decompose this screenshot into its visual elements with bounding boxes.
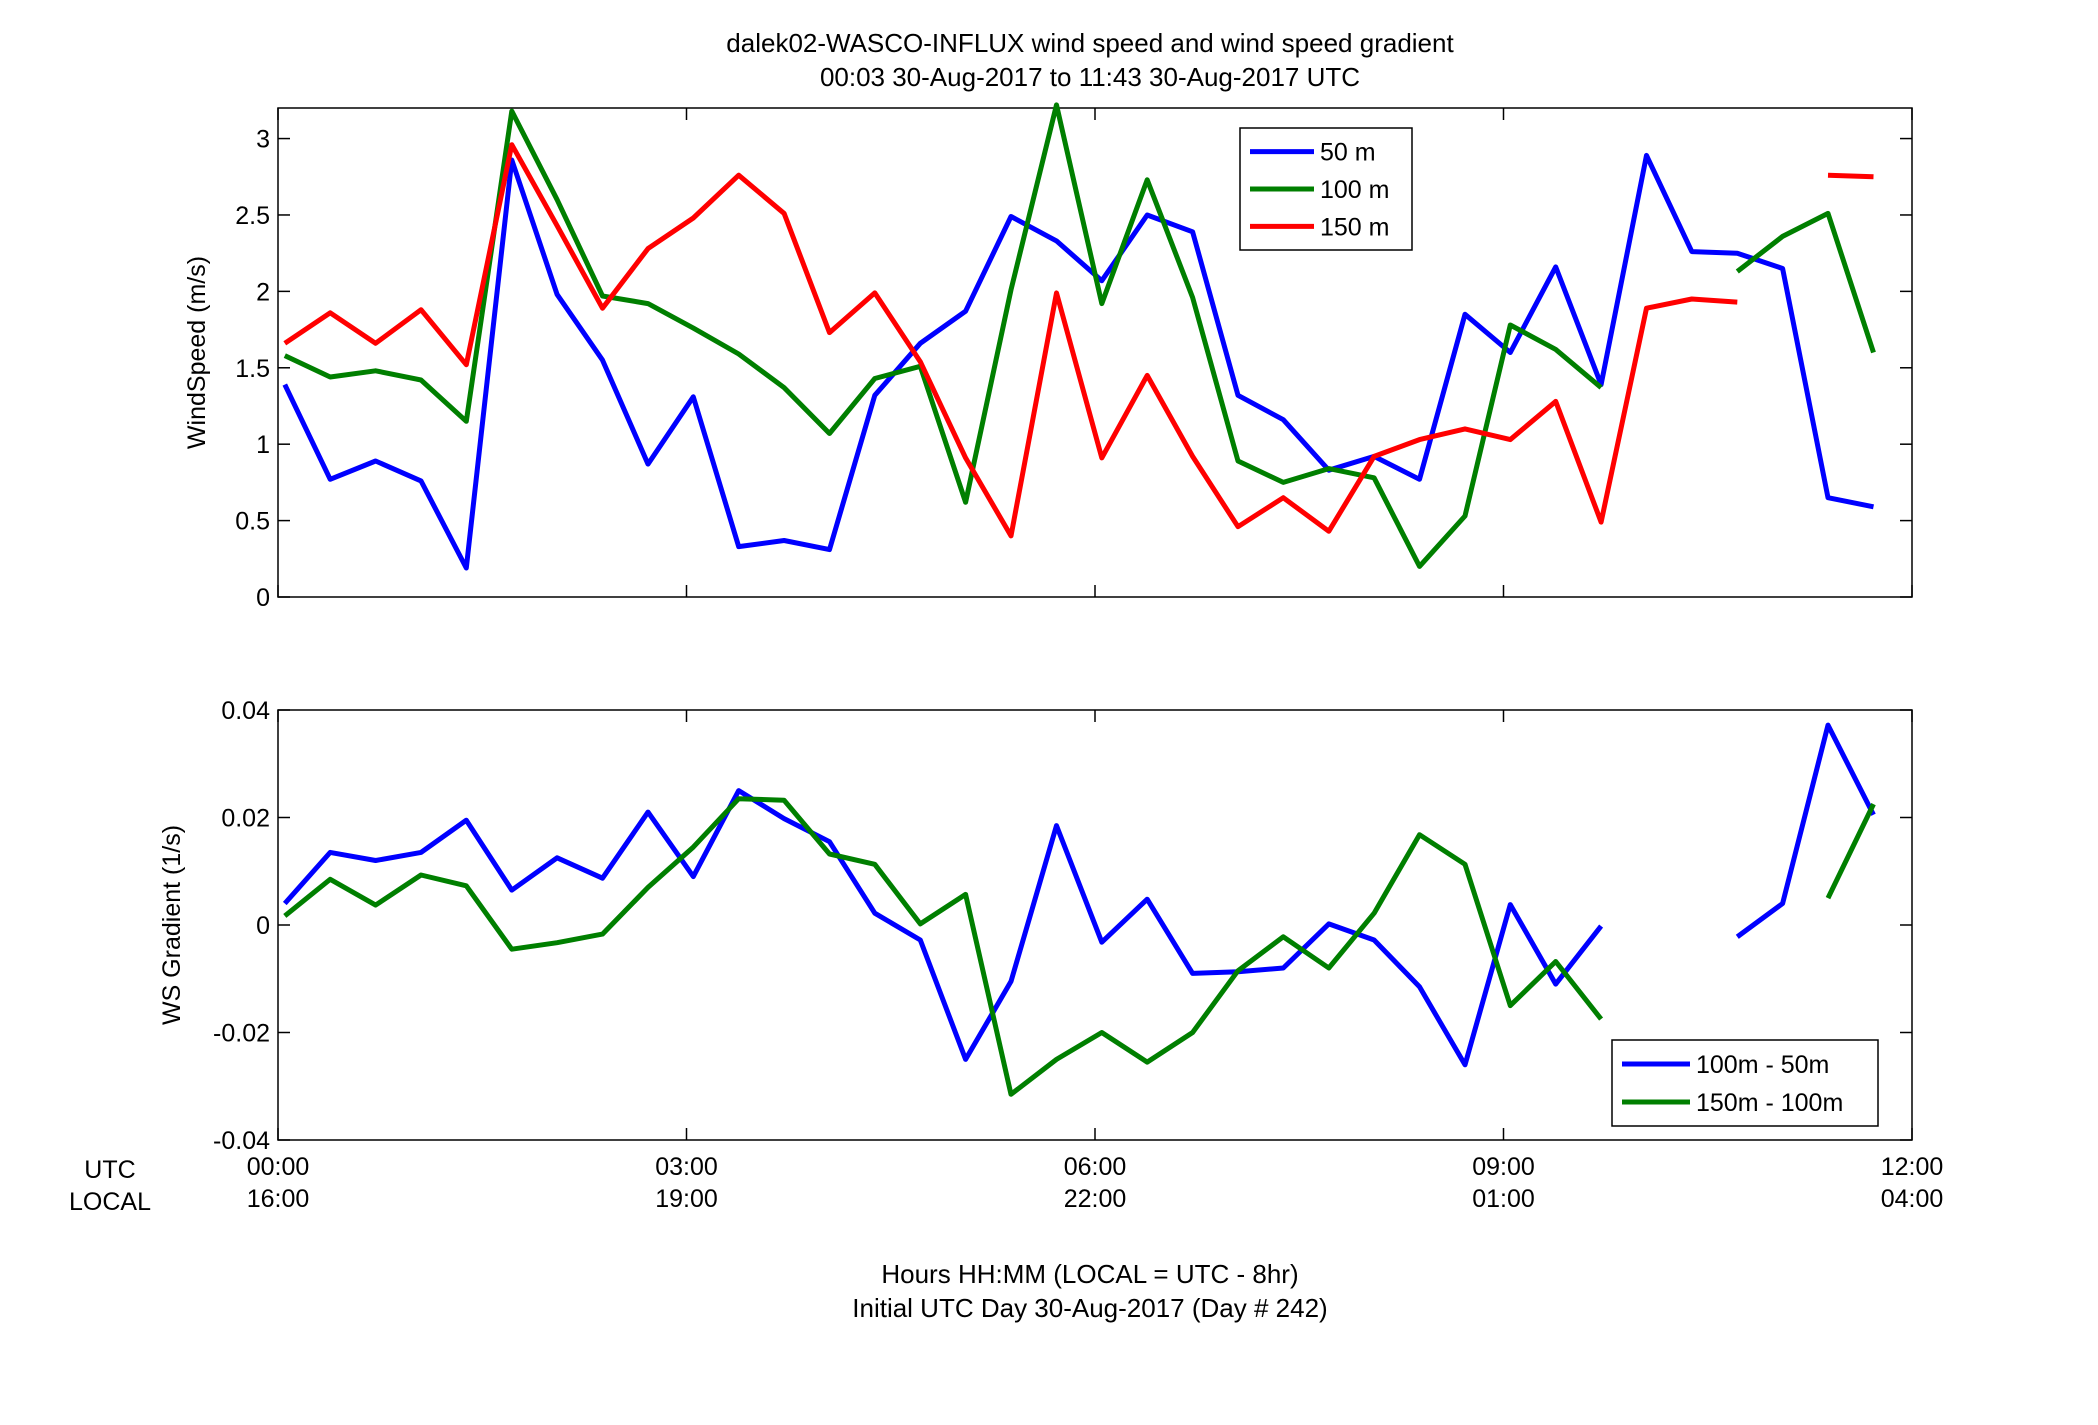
footer-line1: Hours HH:MM (LOCAL = UTC - 8hr)	[881, 1259, 1298, 1289]
y-tick-label: 2.5	[235, 202, 270, 230]
y-tick-label: 2	[256, 278, 270, 306]
y-tick-label: 0.04	[221, 697, 270, 725]
x-tick-label-local: 16:00	[247, 1185, 310, 1213]
chart-title-line2: 00:03 30-Aug-2017 to 11:43 30-Aug-2017 U…	[820, 62, 1360, 92]
legend-entry: 100m - 50m	[1696, 1051, 1829, 1079]
wind-speed-panel: 0 0.5 1 1.5 2 2.5 3 WindSpeed (m/s) 50 m 100 m 150…	[183, 102, 1913, 612]
x-tick-label-utc: 03:00	[655, 1153, 718, 1181]
y-tick-label: -0.04	[213, 1127, 270, 1155]
series-line-100m	[1735, 210, 1876, 354]
legend-entry: 50 m	[1320, 139, 1376, 167]
legend-entry: 100 m	[1320, 176, 1389, 204]
x-row-label-local: LOCAL	[69, 1188, 151, 1216]
x-tick-label-utc: 09:00	[1472, 1153, 1535, 1181]
x-tick-label-local: 19:00	[655, 1185, 718, 1213]
footer-line2: Initial UTC Day 30-Aug-2017 (Day # 242)	[852, 1293, 1327, 1323]
series-line-100m-50m	[1735, 722, 1876, 939]
series-line-100m-50m	[282, 788, 1604, 1068]
chart-title-line1: dalek02-WASCO-INFLUX wind speed and wind…	[726, 28, 1454, 58]
series-line-50m	[282, 152, 1874, 571]
wind-gradient-panel: -0.04 -0.02 0 0.02 0.04 WS Gradient (1/s) 100m…	[158, 697, 1913, 1155]
plot-frame	[277, 107, 1913, 598]
y-tick-label: 3	[256, 126, 270, 154]
x-tick-label-local: 04:00	[1881, 1185, 1944, 1213]
y-tick-label: 0	[256, 912, 270, 940]
x-tick-label-local: 01:00	[1472, 1185, 1535, 1213]
y-tick-label: 0.5	[235, 508, 270, 536]
legend-entry: 150m - 100m	[1696, 1089, 1843, 1117]
series-line-150m-100m	[1825, 803, 1876, 900]
x-tick-label-utc: 06:00	[1064, 1153, 1127, 1181]
x-tick-label-utc: 12:00	[1881, 1153, 1944, 1181]
series-line-150m	[283, 142, 1738, 539]
legend-entry: 150 m	[1320, 213, 1389, 241]
x-tick-label-local: 22:00	[1064, 1185, 1127, 1213]
y-tick-label: -0.02	[213, 1020, 270, 1048]
series-line-150m	[1827, 172, 1874, 180]
x-tick-label-utc: 00:00	[247, 1153, 310, 1181]
y-tick-label: 1	[256, 431, 270, 459]
series-line-150m-100m	[283, 796, 1604, 1097]
y-axis-label: WindSpeed (m/s)	[183, 256, 211, 449]
y-tick-label: 1.5	[235, 355, 270, 383]
y-axis-label: WS Gradient (1/s)	[158, 825, 186, 1025]
legend-box	[1611, 1039, 1879, 1127]
series-line-100m	[283, 102, 1603, 569]
y-tick-label: 0.02	[221, 805, 270, 833]
y-tick-label: 0	[256, 584, 270, 612]
legend: 100m - 50m 150m - 100m	[1611, 1039, 1879, 1127]
x-tick-labels: 00:00 16:00 03:00 19:00 06:00 22:00 09:00 01:00…	[247, 1153, 1944, 1213]
x-row-label-utc: UTC	[84, 1156, 135, 1184]
legend: 50 m 100 m 150 m	[1239, 127, 1413, 251]
